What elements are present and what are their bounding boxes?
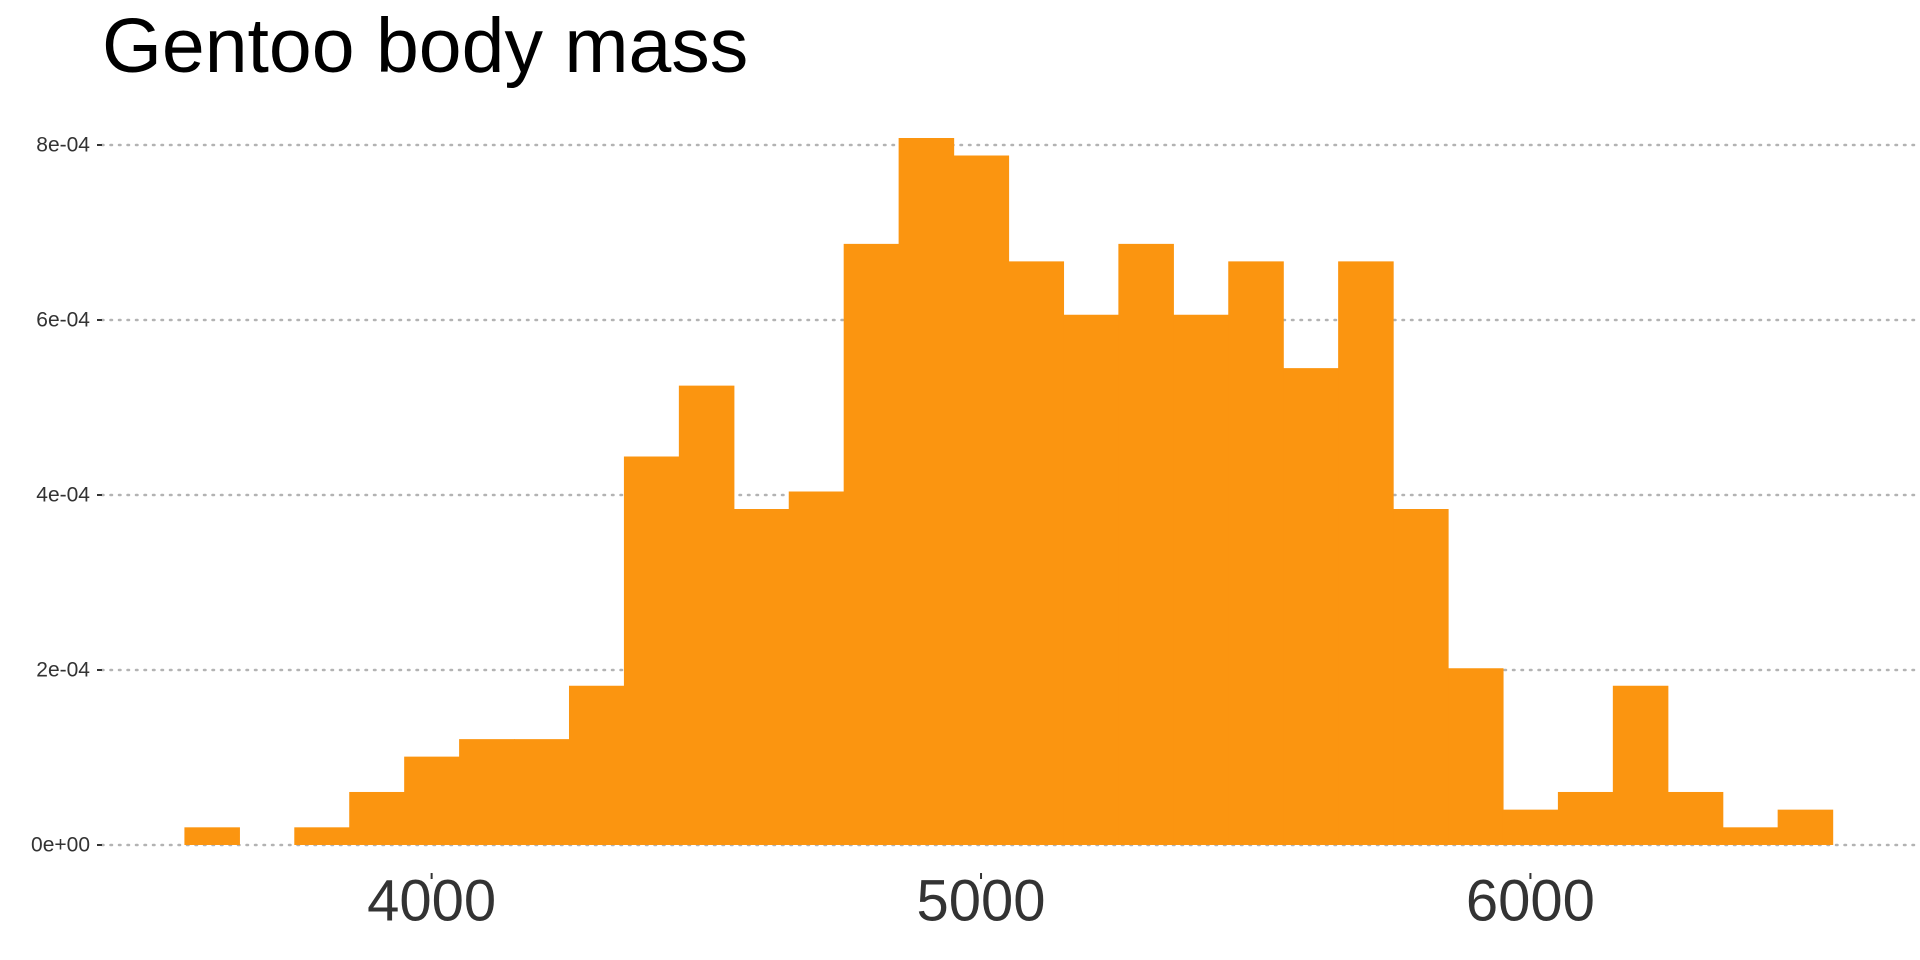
- histogram-bar: [294, 827, 350, 845]
- x-tick-label: 6000: [1466, 869, 1595, 934]
- y-tick-label: 2e-04: [36, 659, 90, 682]
- histogram-bar: [788, 491, 845, 845]
- histogram-bar: [1612, 685, 1669, 845]
- chart-title: Gentoo body mass: [102, 3, 749, 89]
- x-axis: 4000 5000 6000: [367, 869, 1595, 934]
- histogram-bar: [1722, 827, 1779, 845]
- histogram-bar: [568, 685, 625, 845]
- histogram-bar: [623, 456, 680, 845]
- histogram-bar: [1228, 261, 1284, 845]
- histogram-bar: [1173, 314, 1229, 845]
- histogram-bar: [349, 791, 405, 845]
- histogram-bar: [404, 756, 460, 845]
- histogram-bar: [459, 739, 515, 845]
- histogram-bar: [1063, 314, 1119, 845]
- x-tick-label: 4000: [367, 869, 496, 934]
- y-tick-label: 8e-04: [36, 134, 90, 157]
- bars-layer: [184, 138, 1834, 845]
- histogram-bar: [1502, 809, 1559, 845]
- histogram-bar: [1283, 368, 1339, 845]
- histogram-bar: [953, 155, 1010, 845]
- histogram-bar: [1008, 261, 1065, 845]
- y-tick-label: 0e+00: [31, 834, 90, 857]
- histogram-bar: [1393, 509, 1449, 845]
- y-axis: 0e+00 2e-04 4e-04 6e-04 8e-04: [31, 134, 102, 857]
- histogram-bar: [184, 827, 240, 845]
- histogram-bar: [1118, 243, 1174, 845]
- histogram-bar: [514, 739, 570, 845]
- histogram-bar: [898, 138, 955, 845]
- histogram-bar: [1338, 261, 1394, 845]
- histogram-bar: [733, 509, 790, 845]
- x-tick-label: 5000: [917, 869, 1046, 934]
- histogram-bar: [1557, 791, 1614, 845]
- histogram-bar: [1448, 668, 1504, 845]
- histogram-bar: [843, 243, 900, 845]
- y-tick-label: 4e-04: [36, 484, 90, 507]
- histogram-bar: [678, 385, 735, 845]
- y-tick-label: 6e-04: [36, 309, 90, 332]
- histogram-bar: [1777, 809, 1834, 845]
- histogram-bar: [1667, 791, 1724, 845]
